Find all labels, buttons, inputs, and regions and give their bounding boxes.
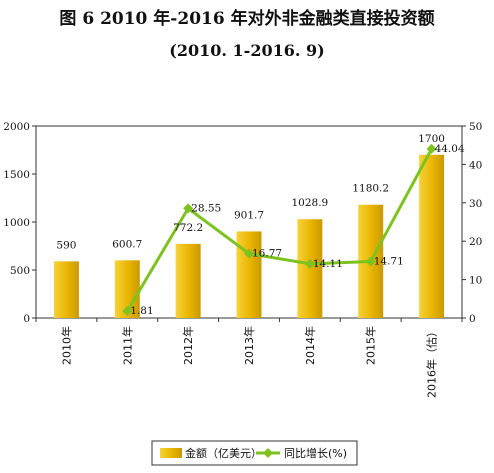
right-axis-tick-label: 10 (469, 275, 482, 287)
bar-value-label: 772.2 (173, 222, 203, 234)
growth-value-label: 44.04 (435, 143, 465, 155)
growth-marker (426, 143, 437, 154)
legend-line-marker (263, 448, 273, 458)
growth-value-label: 14.71 (374, 256, 404, 268)
x-axis-category-label: 2013年 (242, 326, 256, 365)
chart-subtitle: (2010. 1-2016. 9) (169, 41, 325, 60)
growth-value-label: 14.11 (313, 258, 343, 270)
left-axis-tick-label: 2000 (3, 121, 30, 133)
right-axis-tick-label: 0 (469, 313, 476, 325)
growth-marker (122, 306, 133, 317)
x-axis-category-label: 2015年 (364, 326, 378, 365)
x-axis-category-label: 2012年 (181, 326, 195, 365)
growth-marker (365, 256, 376, 267)
growth-marker (244, 248, 254, 259)
data-labels: 590 600.7 772.2 901.7 1028.9 1180.2 1700 1.81 28… (56, 133, 465, 317)
line-series (122, 143, 437, 317)
right-axis-tick-label: 50 (469, 121, 482, 133)
legend-line-label: 同比增长(%) (284, 446, 347, 460)
x-axis-category-label: 2016年（估） (425, 326, 439, 398)
growth-marker (183, 203, 194, 214)
bar (175, 243, 201, 318)
bar (53, 261, 79, 318)
growth-value-label: 28.55 (191, 202, 221, 214)
x-axis-category-label: 2011年 (120, 326, 134, 365)
bar-value-label: 1180.2 (352, 183, 389, 195)
legend: 金额（亿美元） 同比增长(%) (151, 440, 358, 466)
right-axis-tick-label: 20 (469, 236, 482, 248)
growth-value-label: 1.81 (130, 305, 153, 317)
growth-marker (304, 258, 315, 269)
x-axis-category-label: 2010年 (59, 326, 73, 365)
bar-value-label: 1028.9 (291, 197, 328, 209)
legend-bar-swatch (160, 448, 182, 458)
right-axis-tick-label: 40 (469, 159, 482, 171)
right-axis-tick-label: 30 (469, 198, 482, 210)
bar-value-label: 901.7 (234, 209, 264, 221)
bar-value-label: 600.7 (112, 238, 142, 250)
chart-title: 图 6 2010 年-2016 年对外非金融类直接投资额 (59, 9, 435, 29)
bar-value-label: 590 (56, 239, 76, 251)
left-axis-tick-label: 0 (23, 313, 30, 325)
left-axis-tick-label: 1000 (3, 217, 30, 229)
left-axis-tick-label: 1500 (3, 169, 30, 181)
growth-value-label: 16.77 (252, 248, 282, 260)
bar (419, 154, 445, 318)
x-axis-category-label: 2014年 (303, 326, 317, 365)
legend-bar-label: 金额（亿美元） (185, 446, 262, 460)
bar (236, 231, 262, 318)
left-axis-tick-label: 500 (10, 265, 30, 277)
bar-value-label: 1700 (418, 133, 445, 145)
growth-line (125, 148, 433, 312)
legend-box (151, 440, 358, 466)
axes: 0 500 1000 1500 2000 0 10 20 30 40 50 2010年 2011年 201… (3, 121, 482, 398)
